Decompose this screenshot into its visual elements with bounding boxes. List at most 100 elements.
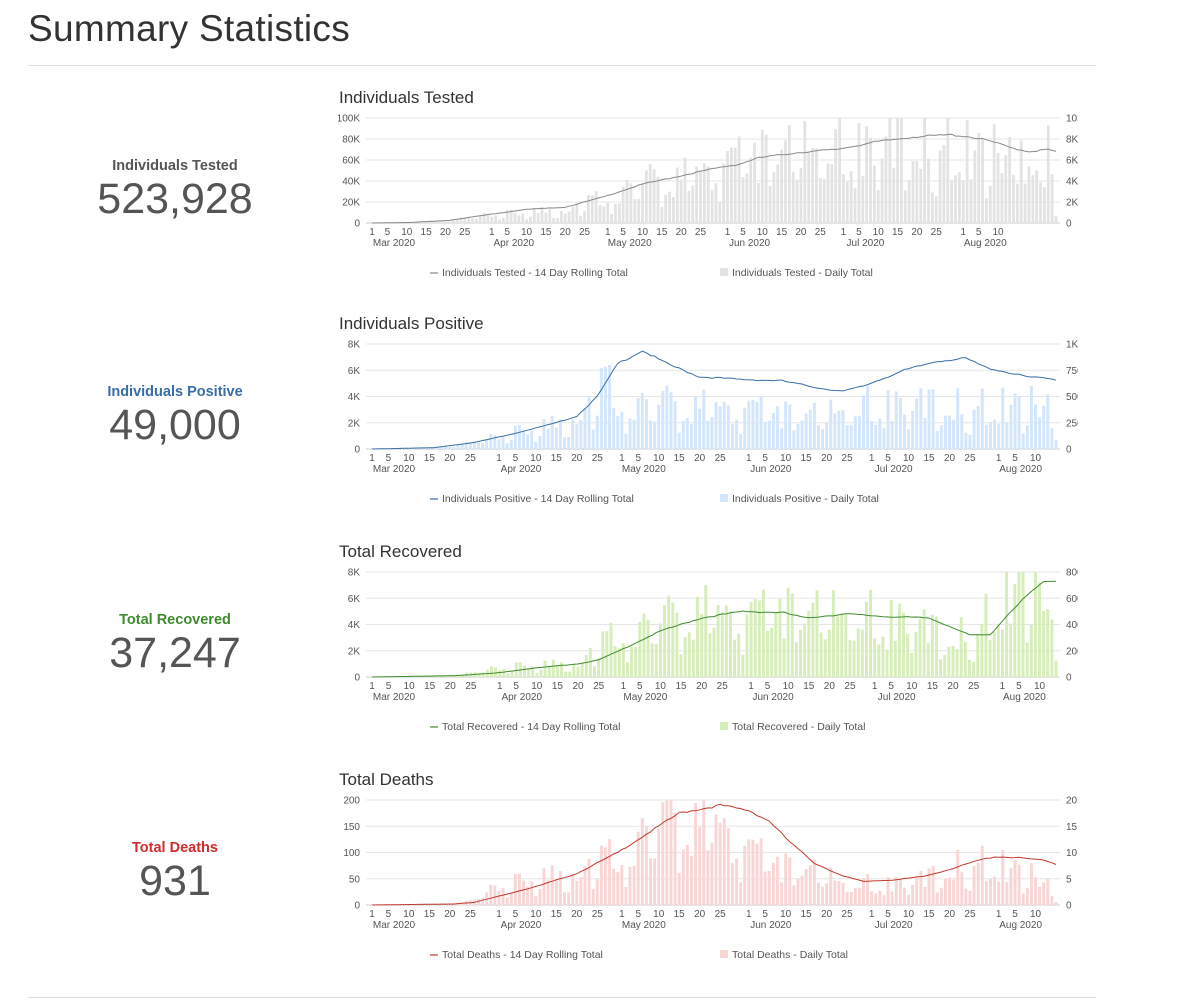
y-axis-left-label: 0 <box>354 901 360 912</box>
bar <box>796 878 800 905</box>
bar <box>811 148 814 223</box>
x-tick-label: 1 <box>1000 681 1006 692</box>
bar <box>1029 625 1033 677</box>
y-axis-right-label: 20 <box>1066 796 1078 807</box>
bar <box>699 170 702 223</box>
bar <box>1019 140 1023 223</box>
bar <box>849 892 853 905</box>
x-tick-label: 10 <box>530 909 542 920</box>
x-tick-label: 25 <box>459 227 471 238</box>
bar <box>755 843 759 905</box>
bar <box>956 388 960 449</box>
bar <box>972 865 976 905</box>
bar <box>653 421 657 449</box>
x-tick-label: 15 <box>803 681 815 692</box>
bar <box>997 423 1001 449</box>
bar <box>636 398 640 449</box>
bar <box>841 410 845 449</box>
bar <box>575 880 579 905</box>
bar <box>673 813 677 905</box>
x-tick-label: 20 <box>560 227 572 238</box>
bar <box>683 157 687 223</box>
bar <box>884 136 888 223</box>
x-tick-label: 5 <box>762 453 768 464</box>
bar <box>934 196 938 223</box>
bar <box>456 903 460 905</box>
bar <box>791 172 795 223</box>
x-tick-label: 15 <box>776 227 788 238</box>
bar <box>665 385 669 449</box>
bar <box>919 168 923 223</box>
bar <box>472 442 476 449</box>
x-tick-label: 1 <box>746 453 752 464</box>
y-axis-left-label: 200 <box>343 796 360 807</box>
bar <box>892 168 896 223</box>
bar <box>614 203 617 223</box>
y-axis-left-label: 6K <box>348 366 361 377</box>
bar <box>930 614 934 677</box>
bar <box>886 390 890 449</box>
stat-label: Individuals Tested <box>112 158 238 174</box>
bar <box>513 212 517 223</box>
bar <box>1042 405 1046 449</box>
bar <box>733 147 737 223</box>
bar <box>646 619 650 677</box>
bar <box>1000 173 1004 223</box>
stat-total-deaths: Total Deaths 931 <box>60 840 290 904</box>
chart-individuals-positive: Individuals Positive 0 0 2K 250 4K 500 6K 750 8K… <box>338 314 1078 534</box>
bar <box>579 420 583 449</box>
x-tick-label: 5 <box>620 227 626 238</box>
y-axis-left-label: 6K <box>348 594 361 605</box>
bar <box>845 891 849 905</box>
bar <box>654 644 658 677</box>
x-tick-label: 5 <box>385 227 391 238</box>
y-axis-left-label: 100K <box>338 114 360 125</box>
y-axis-left-label: 0 <box>354 219 360 230</box>
x-tick-label: 15 <box>540 227 552 238</box>
bar <box>898 879 902 905</box>
bar <box>870 891 874 905</box>
bar <box>977 132 981 223</box>
bar <box>497 439 501 449</box>
bar <box>616 872 620 905</box>
bar <box>942 144 946 223</box>
bar <box>763 871 767 905</box>
x-tick-label: 1 <box>497 681 503 692</box>
bar <box>625 180 629 223</box>
bar <box>819 632 823 677</box>
y-axis-left-label: 0 <box>354 445 360 456</box>
bar <box>498 219 501 223</box>
x-tick-label: 20 <box>444 909 456 920</box>
series-line <box>371 580 1057 678</box>
x-tick-label: 5 <box>740 227 746 238</box>
x-tick-label: 5 <box>765 681 771 692</box>
bar <box>907 429 911 449</box>
bar <box>829 867 833 905</box>
stat-total-recovered: Total Recovered 37,247 <box>60 612 290 676</box>
bar <box>1027 166 1031 223</box>
bar <box>938 150 942 223</box>
bar <box>620 864 624 905</box>
bar <box>679 179 683 223</box>
bar <box>848 639 852 677</box>
series-line <box>371 350 1057 450</box>
bar <box>816 425 820 449</box>
bar <box>608 839 612 905</box>
x-tick-label: 25 <box>715 909 727 920</box>
bar <box>629 183 633 223</box>
bar <box>1046 125 1050 223</box>
bar <box>554 427 558 449</box>
bar <box>481 898 485 905</box>
bar <box>743 407 747 449</box>
title-divider <box>28 65 1096 66</box>
bar <box>1013 583 1017 677</box>
bar <box>559 211 563 223</box>
bar <box>675 612 679 677</box>
bar <box>869 137 872 223</box>
bar <box>490 666 493 677</box>
bar <box>579 215 583 223</box>
x-tick-label: 25 <box>465 453 477 464</box>
bar <box>1042 610 1046 677</box>
stat-label: Individuals Positive <box>107 384 243 400</box>
bar <box>954 175 957 223</box>
